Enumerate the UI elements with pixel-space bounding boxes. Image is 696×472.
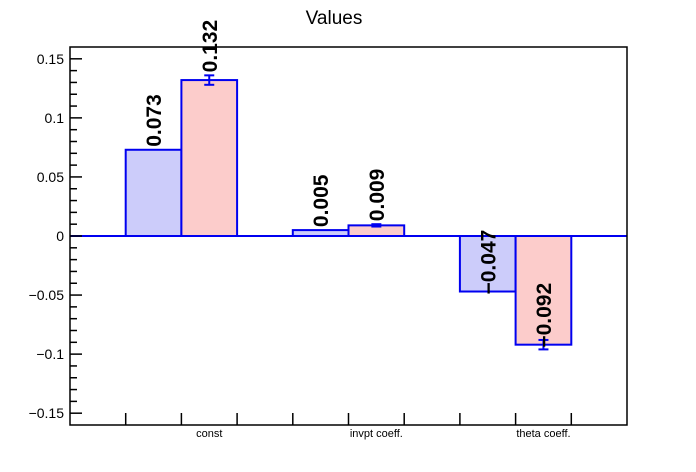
- y-tick-label: 0.05: [37, 169, 64, 185]
- value-label-series-1-const: 0.073: [143, 94, 166, 147]
- category-label-invpt-coeff: invpt coeff.: [350, 428, 403, 440]
- chart-title: Values: [306, 8, 363, 29]
- plot-frame: [69, 46, 628, 426]
- category-label-theta-coeff: theta coeff.: [516, 428, 570, 440]
- bar-series-1-const: [124, 148, 183, 237]
- bar-series-1-invpt-coeff: [291, 229, 350, 237]
- y-tick-label: 0.1: [45, 110, 65, 126]
- bar-series-2-const: [180, 79, 239, 237]
- y-tick-label: −0.1: [36, 346, 64, 362]
- value-label-series-2-const: 0.132: [199, 20, 222, 73]
- value-label-series-2-theta-coeff: −0.092: [533, 283, 556, 348]
- value-label-series-2-invpt-coeff: 0.009: [366, 169, 389, 222]
- value-label-series-1-theta-coeff: −0.047: [477, 230, 500, 295]
- y-tick-label: −0.05: [29, 287, 65, 303]
- y-tick-label: 0.15: [37, 51, 64, 67]
- category-label-const: const: [196, 428, 222, 440]
- y-tick-label: 0: [56, 228, 64, 244]
- value-label-series-1-invpt-coeff: 0.005: [310, 174, 333, 227]
- y-tick-label: −0.15: [29, 405, 65, 421]
